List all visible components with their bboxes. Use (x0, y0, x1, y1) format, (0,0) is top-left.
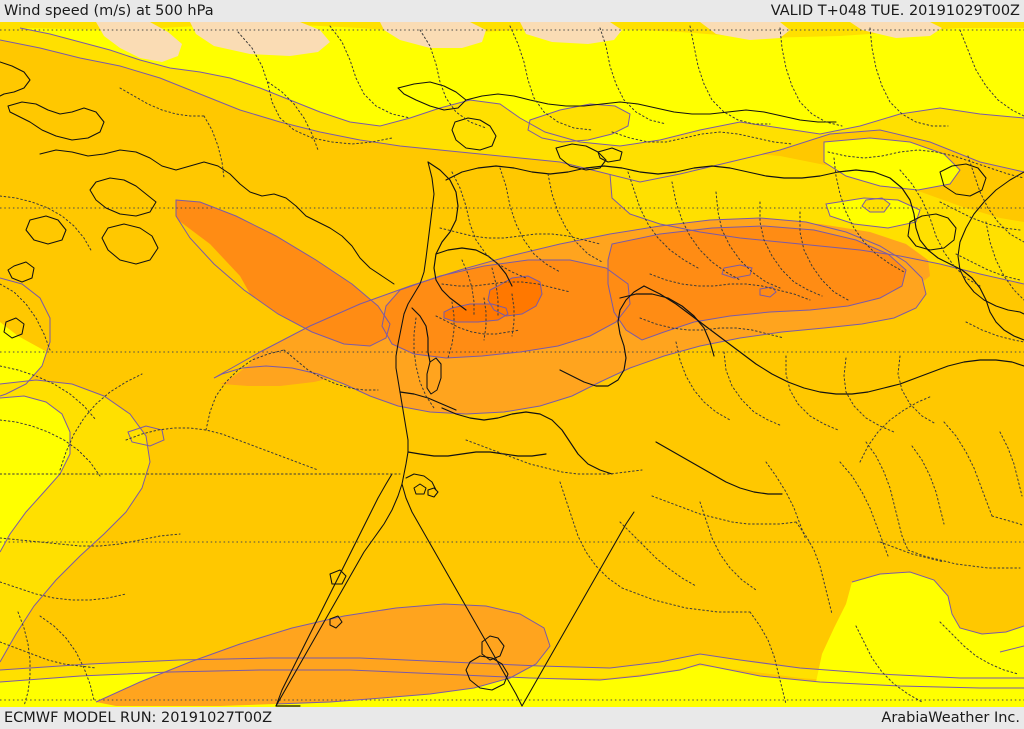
fill-band-lowest-north-edge-6 (850, 22, 942, 38)
fill-band-orange2-iraq (608, 226, 906, 340)
fill-band-orange-med-streak (176, 200, 390, 346)
fill-band-gold-syria-iraq (610, 150, 1024, 284)
isoline-layer (0, 27, 1024, 705)
coastline-layer (0, 61, 1024, 707)
fill-band-lowest-north-edge (96, 22, 182, 62)
valid-time-label: VALID T+048 TUE. 20191029T00Z (770, 3, 1020, 19)
fill-band-gold-niraq-islet (862, 198, 890, 212)
footer-bar: ECMWF MODEL RUN: 20191027T00Z ArabiaWeat… (0, 707, 1024, 729)
border-layer (275, 161, 1024, 707)
fill-band-lowest-north-edge-4 (520, 22, 622, 44)
header-bar: Wind speed (m/s) at 500 hPa VALID T+048 … (0, 0, 1024, 22)
provider-label: ArabiaWeather Inc. (881, 710, 1020, 726)
fill-band-orange3-core-deadsea (444, 304, 508, 322)
fill-band-lowest-north-edge-3 (380, 22, 486, 48)
page-title: Wind speed (m/s) at 500 hPa (4, 3, 214, 19)
fill-band-lowest-north-edge-2 (190, 22, 330, 56)
fill-band-gold-anatolia-eye (528, 104, 630, 142)
fill-band-orange3-core-jordan (488, 276, 542, 316)
fill-band-orange-nile (96, 604, 550, 706)
fill-band-yellow-niraq-2 (826, 198, 920, 228)
weather-map-canvas[interactable] (0, 22, 1024, 707)
fill-band-yellow-niraq (824, 138, 960, 190)
map-viewport[interactable] (0, 22, 1024, 707)
model-run-label: ECMWF MODEL RUN: 20191027T00Z (4, 710, 273, 726)
fill-band-lowest-north-edge-5 (700, 22, 790, 40)
fill-band-amber-med-support (0, 162, 262, 390)
admin-boundary-layer (0, 25, 1024, 707)
